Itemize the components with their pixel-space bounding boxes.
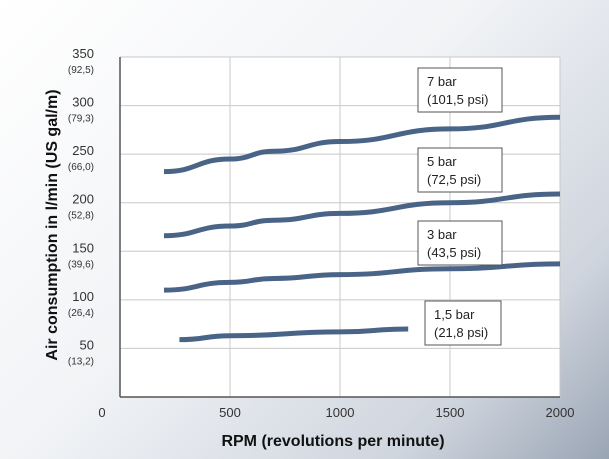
label-box-frame [424,300,502,346]
y-tick-sublabel: (39,6) [68,259,94,270]
x-tick-label: 2000 [546,405,575,420]
y-tick-sublabel: (79,3) [68,114,94,125]
y-tick-label: 100 [72,289,94,304]
series-label-line2: (21,8 psi) [434,325,488,340]
y-tick-label: 50 [80,337,94,352]
series-line [163,261,561,293]
series-label-box: 1,5 bar (21,8 psi) [424,300,502,346]
series-label-box: 7 bar (101,5 psi) [417,67,503,113]
y-tick-label: 150 [72,240,94,255]
x-tick-label: 500 [219,405,241,420]
y-axis-title: Air consumption in l/min (US gal/m) [44,89,61,360]
series-layer [163,114,561,343]
y-tick-label: 350 [72,46,94,61]
y-tick-label: 200 [72,192,94,207]
y-tick-sublabel: (92,5) [68,65,94,76]
x-axis-title: RPM (revolutions per minute) [221,433,444,450]
label-box-frame [417,147,503,193]
tick-labels: 0 500 1000 1500 2000 50 (13,2) 100 (26,4) 150 (39,… [68,46,575,420]
y-tick-sublabel: (52,8) [68,211,94,222]
y-tick-sublabel: (13,2) [68,356,94,367]
series-label-box: 5 bar (72,5 psi) [417,147,503,193]
series-line [179,326,409,343]
series-label-line1: 7 bar [427,74,457,89]
y-tick-label: 300 [72,95,94,110]
series-label-box: 3 bar (43,5 psi) [417,220,503,266]
x-tick-label: 1500 [436,405,465,420]
series-label-line2: (72,5 psi) [427,172,481,187]
y-tick-sublabel: (66,0) [68,162,94,173]
label-box-frame [417,220,503,266]
series-callouts: 7 bar (101,5 psi) 5 bar (72,5 psi) 3 bar (43,… [417,67,503,346]
series-line [163,191,561,239]
y-tick-label: 250 [72,143,94,158]
x-tick-label: 0 [98,405,105,420]
y-tick-sublabel: (26,4) [68,308,94,319]
series-line [163,114,561,175]
x-tick-label: 1000 [326,405,355,420]
series-label-line2: (101,5 psi) [427,92,488,107]
series-label-line1: 3 bar [427,227,457,242]
series-label-line1: 5 bar [427,154,457,169]
series-label-line2: (43,5 psi) [427,245,481,260]
series-label-line1: 1,5 bar [434,307,475,322]
label-box-frame [417,67,503,113]
axes [119,57,560,398]
